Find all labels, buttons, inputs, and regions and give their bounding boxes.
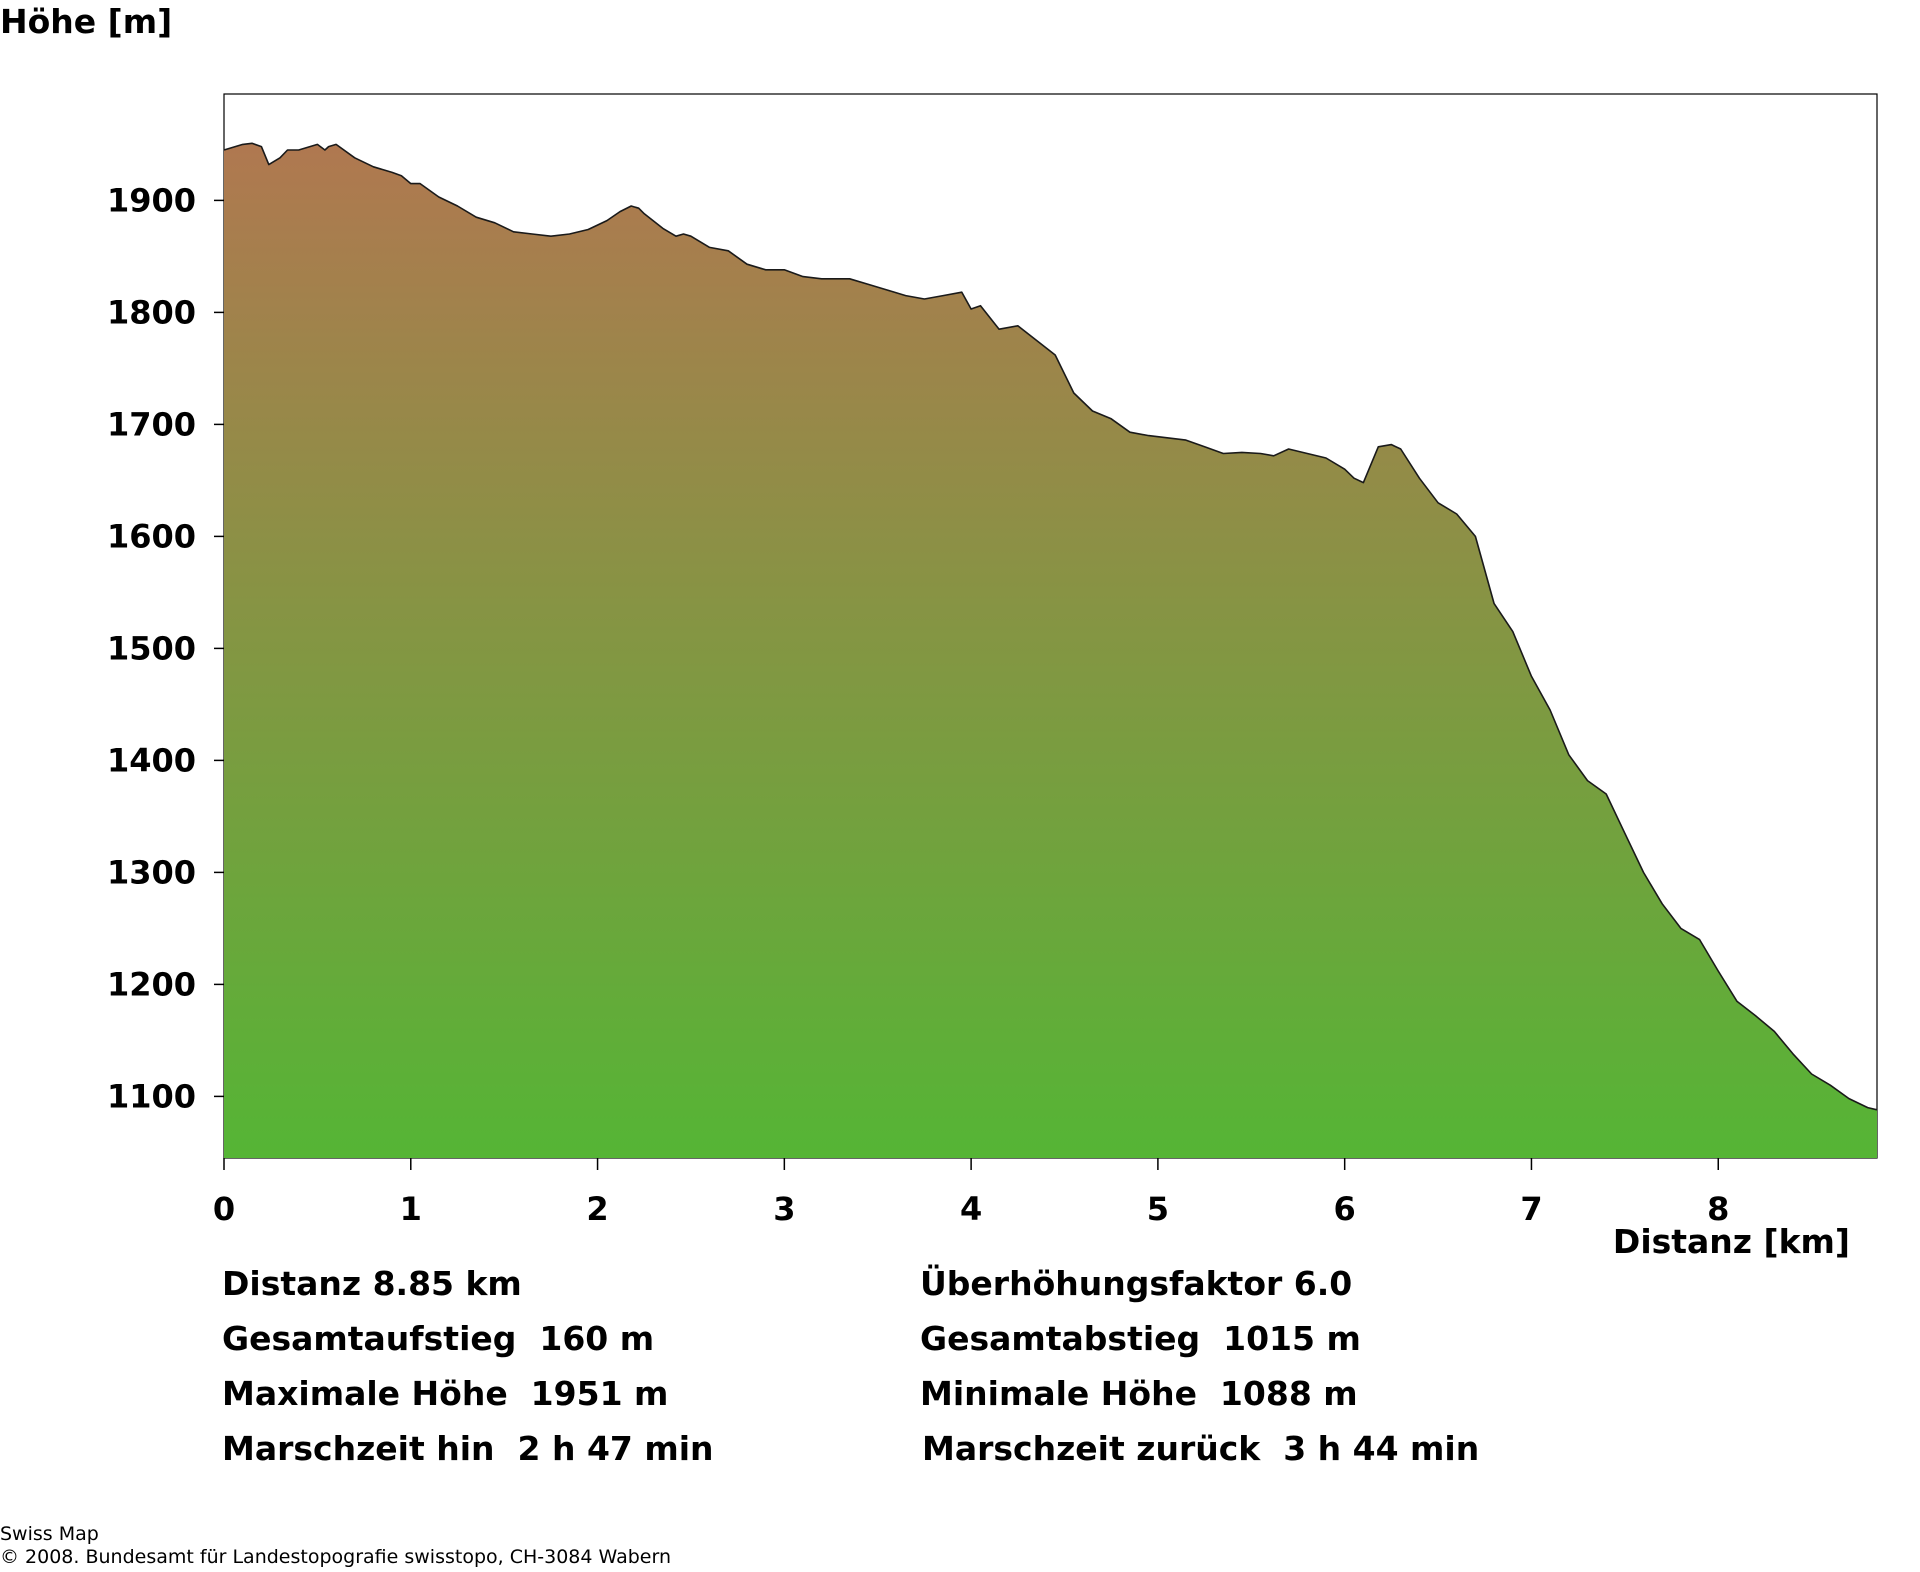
- y-tick-label: 1700: [107, 405, 196, 443]
- x-tick-label: 6: [1334, 1190, 1356, 1228]
- footer-brand: Swiss Map: [0, 1523, 99, 1545]
- stat-min-height: Minimale Höhe 1088 m: [920, 1374, 1358, 1413]
- elevation-area: [224, 143, 1877, 1159]
- x-tick-label: 0: [213, 1190, 235, 1228]
- y-tick-label: 1600: [107, 517, 196, 555]
- x-tick-label: 1: [400, 1190, 422, 1228]
- elevation-line: [223, 142, 1878, 1111]
- stat-distance: Distanz 8.85 km: [222, 1264, 522, 1303]
- footer-copyright: © 2008. Bundesamt für Landestopografie s…: [0, 1546, 671, 1568]
- x-tick-label: 7: [1520, 1190, 1542, 1228]
- y-tick-label: 1200: [107, 965, 196, 1003]
- y-tick-label: 1800: [107, 293, 196, 331]
- x-tick-label: 8: [1707, 1190, 1729, 1228]
- x-tick-label: 4: [960, 1190, 982, 1228]
- x-tick-label: 3: [773, 1190, 795, 1228]
- y-tick-label: 1300: [107, 853, 196, 891]
- x-tick-label: 2: [586, 1190, 608, 1228]
- stat-descent: Gesamtabstieg 1015 m: [920, 1319, 1361, 1358]
- stat-max-height: Maximale Höhe 1951 m: [222, 1374, 669, 1413]
- y-tick-label: 1100: [107, 1077, 196, 1115]
- x-tick-label: 5: [1147, 1190, 1169, 1228]
- stat-ascent: Gesamtaufstieg 160 m: [222, 1319, 655, 1358]
- y-tick-label: 1900: [107, 181, 196, 219]
- elevation-profile-chart: 1100 1200 1300 1400 1500 1600 1700 1800 1900 0 1 2 3…: [107, 93, 1878, 1228]
- y-tick-label: 1400: [107, 741, 196, 779]
- y-tick-label: 1500: [107, 629, 196, 667]
- stat-time-back: Marschzeit zurück 3 h 44 min: [922, 1429, 1480, 1468]
- stat-exaggeration: Überhöhungsfaktor 6.0: [920, 1264, 1353, 1303]
- y-axis-title: Höhe [m]: [0, 2, 173, 41]
- stat-time-there: Marschzeit hin 2 h 47 min: [222, 1429, 714, 1468]
- x-axis-title: Distanz [km]: [1612, 1222, 1850, 1261]
